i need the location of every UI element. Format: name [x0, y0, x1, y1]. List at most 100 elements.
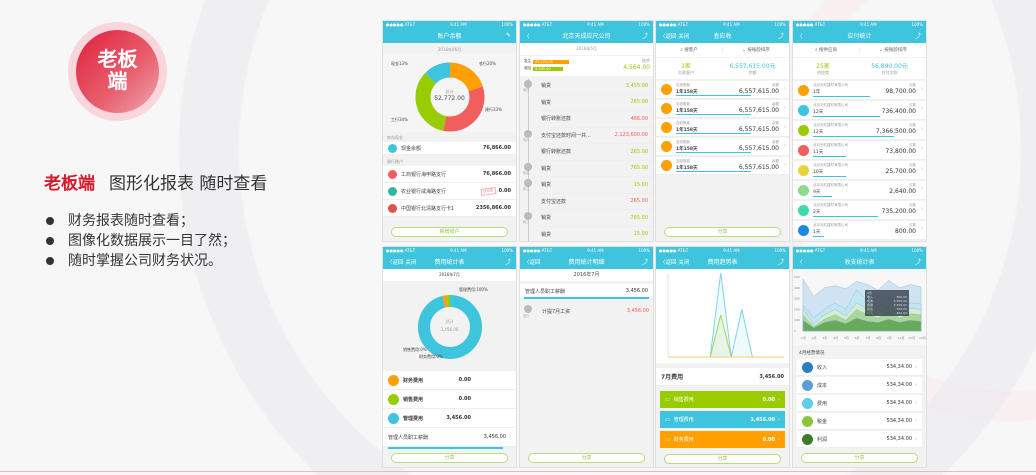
- list-row[interactable]: 北京天虹建材有限公司 2天 欠款 735,200.00 ›: [793, 201, 926, 220]
- edit-icon[interactable]: ✎: [505, 32, 511, 39]
- feature-item: 图像化数据展示一目了然；: [44, 231, 236, 251]
- month-selector[interactable]: 2016年7月: [520, 269, 653, 281]
- category-row[interactable]: 管理人员职工薪酬 3,456.00: [520, 284, 653, 299]
- share-icon[interactable]: ⤴: [777, 259, 784, 266]
- list-row[interactable]: 北京天虹建材有限公司 1年 欠款 98,700.00 ›: [793, 81, 926, 100]
- back-button[interactable]: 〈返回 关闭: [660, 33, 690, 40]
- search-button[interactable]: ⌕ 搜客户: [656, 47, 723, 53]
- chevron-right-icon[interactable]: ›: [915, 418, 917, 424]
- chevron-right-icon[interactable]: ›: [921, 106, 923, 112]
- ledger-row[interactable]: 银行转账还款 466.00: [536, 111, 653, 128]
- back-chevron-icon[interactable]: 〈: [797, 33, 803, 40]
- expense-donut-chart: [418, 295, 482, 359]
- ledger-row[interactable]: 销货 15.00: [536, 177, 653, 194]
- ledger-row[interactable]: 支付宝还款 265.00: [536, 194, 653, 210]
- chevron-right-icon[interactable]: ›: [915, 400, 917, 406]
- bank-row[interactable]: 中国银行北清路支行卡1 2356,866.00: [383, 200, 516, 217]
- chevron-right-icon[interactable]: ›: [509, 434, 511, 440]
- share-button[interactable]: 分享: [391, 453, 508, 463]
- share-icon[interactable]: ⤴: [914, 33, 921, 40]
- share-button[interactable]: 分享: [664, 454, 781, 464]
- chevron-right-icon[interactable]: ›: [915, 364, 917, 370]
- chevron-right-icon[interactable]: ›: [921, 126, 923, 132]
- list-row[interactable]: 应收账款 1年158天 余额 6,557,615.00 ›: [656, 157, 789, 175]
- chevron-right-icon[interactable]: ›: [784, 143, 786, 149]
- chevron-right-icon[interactable]: ›: [784, 86, 786, 92]
- ledger-row[interactable]: 销货 15.00: [536, 227, 653, 242]
- sort-dropdown[interactable]: ⌄ 按账龄排序: [860, 47, 926, 53]
- ledger-row[interactable]: 销货 765.00: [536, 210, 653, 227]
- chevron-right-icon[interactable]: ›: [915, 436, 917, 442]
- chevron-right-icon[interactable]: ›: [778, 436, 780, 443]
- chevron-right-icon[interactable]: ›: [778, 396, 780, 403]
- list-row[interactable]: 应收账款 1年158天 余额 6,557,615.00 ›: [656, 119, 789, 137]
- bank-row[interactable]: 农业银行咸海路支行 请设置 0.00: [383, 183, 516, 200]
- cash-row[interactable]: 现金余额 76,866.00: [383, 142, 516, 155]
- bank-row[interactable]: 工商银行海甲路支行 76,866.00: [383, 166, 516, 183]
- chevron-right-icon[interactable]: ›: [784, 124, 786, 130]
- chevron-right-icon[interactable]: ›: [778, 416, 780, 423]
- share-icon[interactable]: ⤴: [777, 33, 784, 40]
- summary-row[interactable]: 收入 534,34.00 ›: [797, 359, 922, 376]
- ledger-row[interactable]: 支付宝还款时间一共... 2,123,600.00: [536, 128, 653, 144]
- share-button[interactable]: 分享: [528, 453, 645, 463]
- expense-row[interactable]: 销售费用 0.00: [383, 390, 516, 409]
- battery: 100%: [911, 22, 923, 27]
- item-amount-label: 余额: [772, 102, 779, 106]
- timeline-line: [528, 79, 529, 241]
- list-row[interactable]: 北京天虹建材有限公司 12天 欠款 736,400.00 ›: [793, 101, 926, 120]
- ledger-row[interactable]: 销货 265.00: [536, 95, 653, 111]
- expense-row[interactable]: 管理费用 3,456.00: [383, 409, 516, 428]
- count-value: 1家: [681, 63, 691, 70]
- list-row[interactable]: 北京天虹建材有限公司 10天 欠款 25,700.00 ›: [793, 161, 926, 180]
- summary-row[interactable]: 成本 534,34.00 ›: [797, 377, 922, 394]
- ledger-row[interactable]: 销货 765.00: [536, 161, 653, 177]
- back-button[interactable]: 〈返回: [524, 259, 541, 266]
- battery: 100%: [911, 248, 923, 253]
- ledger-row[interactable]: 银行转账还款 265.00: [536, 144, 653, 161]
- share-icon[interactable]: ⤴: [641, 33, 648, 40]
- item-name: 应收账款: [676, 102, 690, 106]
- chevron-right-icon[interactable]: ›: [921, 186, 923, 192]
- list-row[interactable]: 北京天虹建材有限公司 1天 欠款 800.00 ›: [793, 221, 926, 240]
- share-button[interactable]: 分享: [801, 453, 918, 463]
- chevron-right-icon[interactable]: ›: [784, 162, 786, 168]
- share-icon[interactable]: ⤴: [504, 259, 511, 266]
- summary-row[interactable]: 利润 534,34.00 ›: [797, 431, 922, 448]
- chevron-right-icon[interactable]: ›: [784, 105, 786, 111]
- add-account-button[interactable]: 新增账户: [391, 227, 508, 237]
- back-chevron-icon[interactable]: 〈: [524, 33, 530, 40]
- month-selector[interactable]: 2016年7月: [383, 269, 516, 281]
- sort-dropdown[interactable]: ⌄ 按账龄排序: [723, 47, 789, 53]
- detail-row[interactable]: 管理人员职工薪酬 3,456.00 ›: [383, 428, 516, 447]
- chevron-right-icon[interactable]: ›: [921, 86, 923, 92]
- share-icon[interactable]: ⤴: [914, 259, 921, 266]
- list-row[interactable]: 应收账款 1年158天 余额 6,557,615.00 ›: [656, 138, 789, 156]
- summary-row[interactable]: 税金 534,34.00 ›: [797, 413, 922, 430]
- list-row[interactable]: 应收账款 1年158天 余额 6,557,615.00 ›: [656, 81, 789, 99]
- chevron-right-icon[interactable]: ›: [921, 166, 923, 172]
- expense-bar-row[interactable]: ▭ 管理费用 3,456.00 ›: [660, 411, 785, 428]
- ledger-row[interactable]: 销货 3,455.00: [536, 78, 653, 95]
- share-button[interactable]: 分享: [664, 227, 781, 237]
- back-button[interactable]: 〈返回 关闭: [660, 259, 690, 266]
- list-row[interactable]: 北京天虹建材有限公司 12天 欠款 7,366,500.00 ›: [793, 121, 926, 140]
- list-row[interactable]: 北京天虹建材有限公司 11天 欠款 73,800.00 ›: [793, 141, 926, 160]
- list-row[interactable]: 应收账款 1年158天 余额 6,557,615.00 ›: [656, 100, 789, 118]
- search-button[interactable]: ⌕ 搜供应商: [793, 47, 860, 53]
- summary-row[interactable]: 费用 534,34.00 ›: [797, 395, 922, 412]
- chevron-right-icon[interactable]: ›: [921, 206, 923, 212]
- entry-name: 销货: [541, 99, 552, 106]
- back-button[interactable]: 〈返回 关闭: [387, 259, 417, 266]
- expense-row[interactable]: 财务费用 0.00: [383, 371, 516, 390]
- expense-bar-row[interactable]: ▭ 财务费用 0.00 ›: [660, 431, 785, 448]
- list-row[interactable]: 北京天虹建材有限公司 9天 欠款 2,640.00 ›: [793, 181, 926, 200]
- expense-bar-row[interactable]: ▭ 销售费用 0.00 ›: [660, 391, 785, 408]
- month-selector[interactable]: 2016年5月: [520, 43, 653, 55]
- chevron-right-icon[interactable]: ›: [915, 382, 917, 388]
- share-icon[interactable]: ⤴: [641, 259, 648, 266]
- chevron-right-icon[interactable]: ›: [921, 226, 923, 232]
- chevron-right-icon[interactable]: ›: [921, 146, 923, 152]
- back-chevron-icon[interactable]: 〈: [797, 259, 803, 266]
- account-name: 农业银行咸海路支行: [401, 188, 447, 195]
